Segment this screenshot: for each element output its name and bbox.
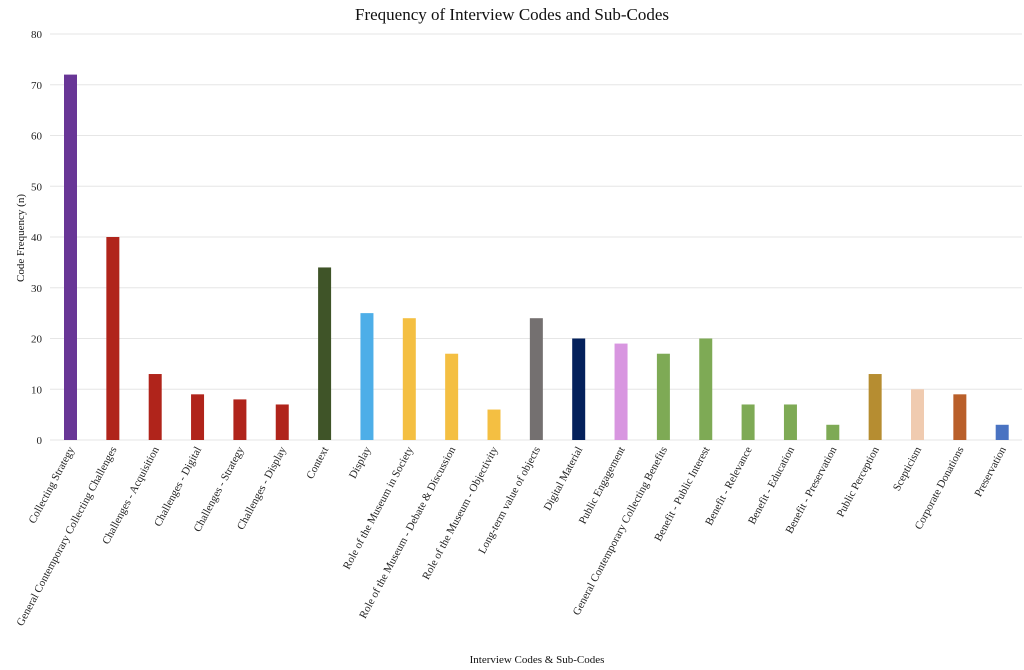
x-axis-label: Interview Codes & Sub-Codes <box>470 654 605 666</box>
bar <box>572 338 586 440</box>
bar <box>275 404 289 440</box>
y-tick-label: 50 <box>31 181 43 193</box>
x-tick-label: Role of the Museum - Objectivity <box>420 444 501 581</box>
y-tick-label: 60 <box>31 131 43 143</box>
x-tick-label: Challenges - Display <box>235 444 289 532</box>
x-tick-label: Display <box>347 444 374 480</box>
chart-title: Frequency of Interview Codes and Sub-Cod… <box>355 5 669 24</box>
x-tick-label: Challenges - Digital <box>152 445 204 529</box>
x-tick-label: Corporate Donations <box>913 445 967 532</box>
bar <box>233 399 247 440</box>
bar <box>868 374 882 440</box>
x-tick-label: Scepticism <box>891 444 924 493</box>
bar <box>614 343 628 440</box>
x-tick-label: Public Engagement <box>577 445 628 526</box>
bar <box>487 409 501 440</box>
y-tick-label: 40 <box>31 232 43 244</box>
bar <box>64 74 77 440</box>
bar <box>953 394 967 440</box>
bar <box>529 318 543 440</box>
y-tick-label: 0 <box>37 435 43 447</box>
bar <box>445 353 459 440</box>
y-tick-label: 10 <box>31 384 43 396</box>
bar <box>741 404 755 440</box>
bar <box>911 389 924 440</box>
bar <box>783 404 797 440</box>
y-ticks: 0 10 20 30 40 50 60 70 80 <box>31 29 43 447</box>
bar <box>191 394 205 440</box>
bar <box>699 338 713 440</box>
bar <box>995 424 1009 440</box>
bar <box>656 353 670 440</box>
bar <box>360 313 374 440</box>
y-tick-label: 20 <box>31 334 43 346</box>
gridlines <box>50 33 1022 441</box>
x-tick-label: Public Perception <box>835 444 882 519</box>
bar <box>402 318 416 440</box>
bar <box>148 374 162 440</box>
x-tick-label: Collecting Strategy <box>27 444 78 525</box>
y-tick-label: 80 <box>31 29 43 41</box>
y-tick-label: 70 <box>31 80 43 92</box>
bar <box>826 424 840 440</box>
bar <box>318 267 332 440</box>
y-tick-label: 30 <box>31 283 43 295</box>
x-tick-label: Digital Material <box>542 445 586 513</box>
bar <box>106 237 120 440</box>
x-tick-label: Context <box>304 445 331 481</box>
x-tick-label: Benefit - Relevance <box>703 445 755 528</box>
x-tick-label: Benefit - Education <box>746 444 797 526</box>
x-tick-label: Preservation <box>972 444 1009 499</box>
y-axis-label: Code Frequency (n) <box>15 194 27 282</box>
bars <box>64 74 1009 440</box>
